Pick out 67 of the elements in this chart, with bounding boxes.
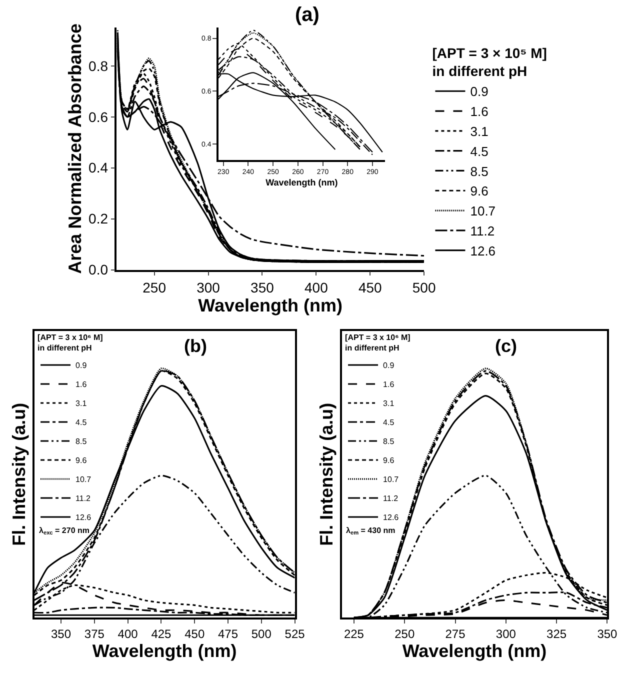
x-tick-label: 300	[496, 626, 516, 641]
annotation: λ$_{em}$ = 430 nm	[346, 526, 396, 537]
chart-title: (a)	[295, 4, 320, 26]
legend-label: 8.5	[470, 164, 488, 179]
x-tick-label: 350	[51, 626, 72, 641]
legend-title: [APT = 3 x 10⁶ M] in different pH	[345, 333, 411, 353]
legend-label: 3.1	[383, 399, 395, 408]
legend-label: 12.6	[383, 513, 400, 522]
x-tick-label: 350	[597, 626, 618, 641]
legend-label: 9.6	[383, 456, 395, 466]
x-tick-label: 225	[344, 626, 364, 641]
legend-label: 1.6	[470, 104, 488, 120]
x-tick-label: 475	[218, 626, 238, 641]
x-tick-label: 300	[196, 279, 220, 296]
y-tick-label: 0.4	[88, 160, 108, 176]
y-tick-label: 0.6	[88, 108, 108, 125]
legend-label: 1.6	[383, 380, 395, 390]
legend-label: 10.7	[383, 475, 400, 484]
y-axis-title: Fl. Intensity (a.u)	[316, 402, 337, 546]
legend-label: 0.9	[383, 361, 395, 370]
x-tick-label: 400	[118, 626, 138, 641]
legend-label: 4.5	[470, 144, 488, 159]
legend-label: 11.2	[76, 494, 92, 504]
x-axis-title: Wavelength (nm)	[402, 640, 547, 661]
x-tick-label: 325	[546, 626, 567, 641]
x-tick-label: 525	[284, 626, 306, 641]
legend-label: 0.9	[470, 84, 488, 100]
x-tick-label: 250	[394, 626, 415, 641]
legend-label: 9.6	[76, 456, 88, 466]
chart-title: (b)	[184, 336, 207, 356]
annotation: λ$_{exc}$ = 270 nm	[39, 526, 90, 537]
legend-label: 12.6	[470, 243, 496, 258]
legend-label: 10.7	[76, 475, 92, 484]
legend-label: 1.6	[76, 380, 88, 390]
y-tick-label: 0.2	[88, 210, 108, 227]
legend-label: 8.5	[383, 437, 395, 446]
y-tick-label: 0.8	[88, 58, 108, 74]
x-axis-title: Wavelength (nm)	[92, 640, 237, 661]
x-tick-label: 500	[412, 279, 436, 296]
x-tick-label: 275	[445, 626, 466, 641]
legend-label: 10.7	[470, 204, 496, 219]
x-tick-label: 350	[250, 279, 274, 296]
legend-label: 4.5	[383, 418, 395, 428]
x-tick-label: 375	[84, 626, 105, 641]
legend-label: 8.5	[76, 437, 88, 446]
chart-title: (c)	[495, 336, 518, 356]
legend-label: 11.2	[383, 494, 399, 504]
legend-label: 0.9	[76, 361, 88, 370]
legend-label: 3.1	[76, 399, 88, 408]
y-axis-title: Fl. Intensity (a.u)	[9, 402, 30, 546]
legend-label: 3.1	[470, 124, 488, 139]
x-tick-label: 250	[142, 279, 166, 296]
legend-label: 9.6	[470, 184, 488, 199]
legend-label: 12.6	[76, 513, 92, 522]
y-axis-title: Area Normalized Absorbance	[65, 24, 86, 274]
legend-label: 11.2	[470, 223, 495, 238]
x-axis-title: Wavelength (nm)	[198, 295, 342, 316]
legend-title: [APT = 3 x 10⁶ M] in different pH	[38, 333, 104, 353]
x-tick-label: 450	[184, 626, 205, 641]
x-tick-label: 450	[358, 279, 382, 296]
legend-label: 4.5	[76, 418, 88, 428]
x-tick-label: 500	[251, 626, 272, 641]
x-axis-title: Wavelength (nm)	[266, 178, 338, 188]
legend-title: [APT = 3 × 10⁵ M] in different pH	[432, 44, 547, 80]
y-tick-label: 0.0	[88, 262, 108, 278]
x-tick-label: 425	[151, 626, 172, 641]
x-tick-label: 400	[304, 279, 328, 296]
